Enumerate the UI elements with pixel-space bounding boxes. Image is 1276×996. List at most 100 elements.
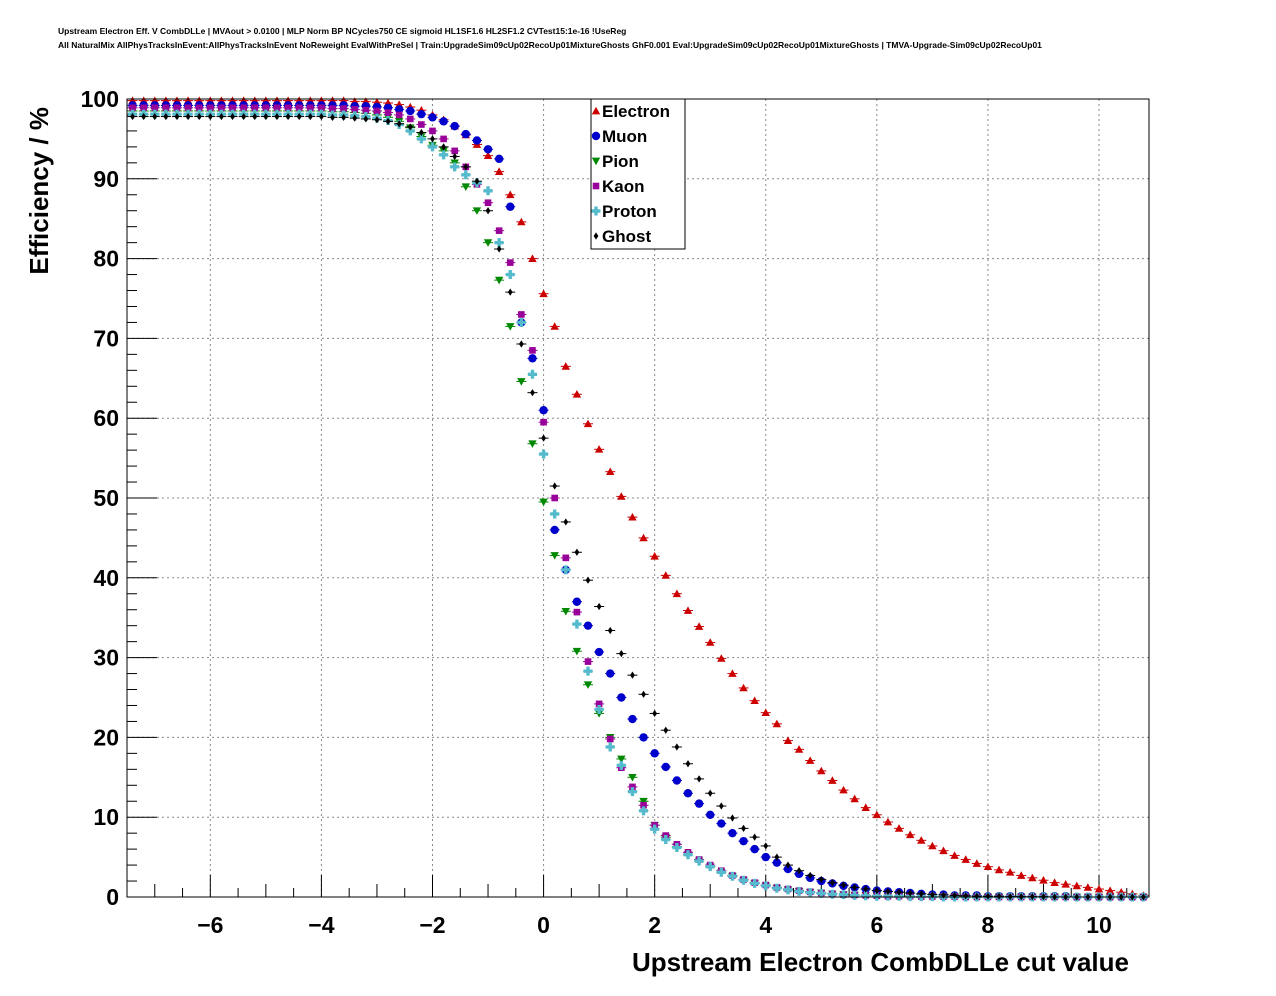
data-point [750, 878, 760, 888]
data-point [417, 109, 426, 119]
data-point [606, 669, 615, 678]
data-point [774, 853, 780, 861]
data-point [905, 830, 915, 839]
data-point [1017, 871, 1026, 879]
data-point [506, 202, 515, 211]
data-point [694, 622, 704, 630]
data-point [196, 112, 202, 121]
legend-label: Pion [602, 152, 639, 171]
data-point [1083, 883, 1093, 891]
data-point [907, 889, 913, 897]
data-point [650, 749, 659, 758]
x-tick-label: 6 [870, 912, 883, 938]
data-point [583, 419, 593, 428]
data-point [463, 163, 469, 171]
data-point [528, 440, 537, 448]
data-point [528, 354, 537, 363]
data-point [641, 690, 646, 698]
data-point [530, 389, 535, 397]
data-point [583, 681, 593, 689]
data-point [874, 887, 880, 895]
data-point [1105, 886, 1115, 894]
data-point [263, 112, 269, 121]
y-tick-label: 60 [93, 405, 119, 431]
data-point [828, 776, 837, 784]
data-point [841, 881, 846, 889]
y-tick-label: 0 [106, 884, 119, 910]
legend-marker [592, 182, 600, 190]
data-point [963, 892, 969, 900]
data-point [1050, 878, 1059, 886]
data-point [727, 871, 737, 881]
data-point [617, 755, 626, 764]
data-point [563, 518, 569, 526]
data-point [573, 608, 581, 616]
data-point [607, 626, 613, 635]
data-point [495, 227, 503, 234]
data-point [319, 112, 324, 121]
data-point [485, 207, 491, 215]
legend-label: Muon [602, 127, 647, 146]
data-point [505, 270, 515, 280]
data-point [218, 104, 225, 112]
data-point [241, 112, 247, 121]
data-point [340, 105, 347, 112]
data-point [1072, 881, 1081, 890]
data-point [950, 851, 959, 859]
data-point [351, 106, 359, 113]
data-point [483, 239, 493, 247]
data-point [450, 162, 460, 172]
data-point [517, 378, 526, 386]
legend-marker [591, 157, 601, 166]
data-point [750, 696, 759, 705]
data-point [629, 783, 636, 791]
data-point [152, 112, 158, 121]
data-point [818, 875, 824, 884]
data-point [894, 891, 904, 901]
data-point [783, 864, 793, 874]
data-point [861, 803, 870, 811]
x-tick-label: 0 [537, 912, 550, 938]
legend-label: Proton [602, 202, 657, 221]
data-point [307, 112, 313, 121]
legend-entry-pion: Pion [591, 152, 639, 171]
legend-marker [591, 106, 601, 115]
y-tick-label: 20 [93, 724, 119, 750]
data-point [429, 127, 436, 135]
data-point [628, 512, 637, 521]
data-point [630, 671, 635, 679]
data-point [617, 693, 626, 702]
legend-marker [593, 232, 599, 240]
data-point [516, 317, 526, 327]
data-point [284, 104, 292, 112]
data-point [805, 756, 815, 764]
data-point [716, 867, 726, 877]
data-point [363, 115, 369, 123]
data-point [994, 865, 1004, 874]
legend-entry-muon: Muon [591, 127, 647, 146]
data-point [374, 116, 380, 124]
data-point [707, 789, 713, 797]
data-point [872, 891, 882, 901]
data-point [141, 112, 147, 121]
data-point [783, 736, 793, 744]
data-point [229, 104, 236, 112]
data-point [285, 112, 291, 121]
data-point [185, 112, 191, 121]
data-point [850, 794, 859, 803]
data-point [918, 890, 924, 898]
data-point [739, 836, 748, 846]
data-point [717, 654, 726, 662]
data-point [394, 105, 404, 114]
data-point [529, 347, 536, 354]
data-point [852, 883, 858, 892]
data-point [341, 113, 347, 121]
data-point [384, 109, 392, 116]
data-point [717, 819, 726, 828]
data-point [763, 842, 769, 850]
data-point [585, 576, 591, 584]
data-point [974, 892, 980, 900]
data-point [672, 776, 682, 785]
data-point [796, 867, 802, 875]
data-point [827, 889, 837, 899]
